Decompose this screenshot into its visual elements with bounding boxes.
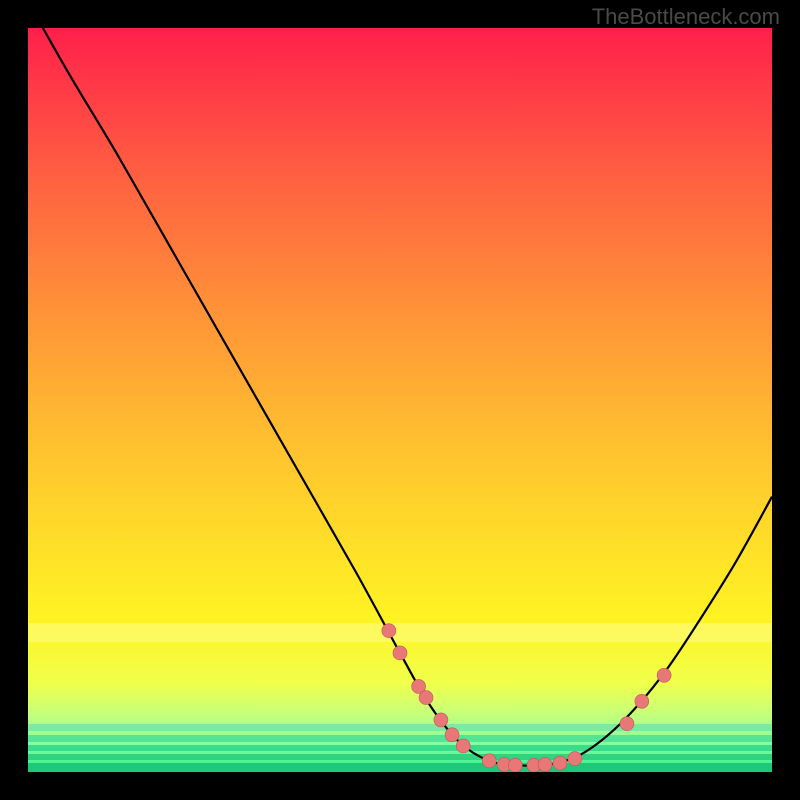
data-marker (445, 728, 459, 742)
data-marker (419, 691, 433, 705)
chart-svg (28, 28, 772, 772)
data-marker (482, 754, 496, 768)
data-marker (393, 646, 407, 660)
data-marker (508, 758, 522, 772)
data-marker (635, 694, 649, 708)
watermark-text: TheBottleneck.com (592, 4, 780, 30)
plot-region (28, 28, 772, 772)
data-marker (568, 752, 582, 766)
bottleneck-curve (43, 28, 772, 766)
data-marker (434, 713, 448, 727)
data-marker (657, 668, 671, 682)
data-marker (382, 624, 396, 638)
data-marker (538, 758, 552, 772)
data-marker (456, 739, 470, 753)
data-marker (620, 717, 634, 731)
data-marker (553, 756, 567, 770)
